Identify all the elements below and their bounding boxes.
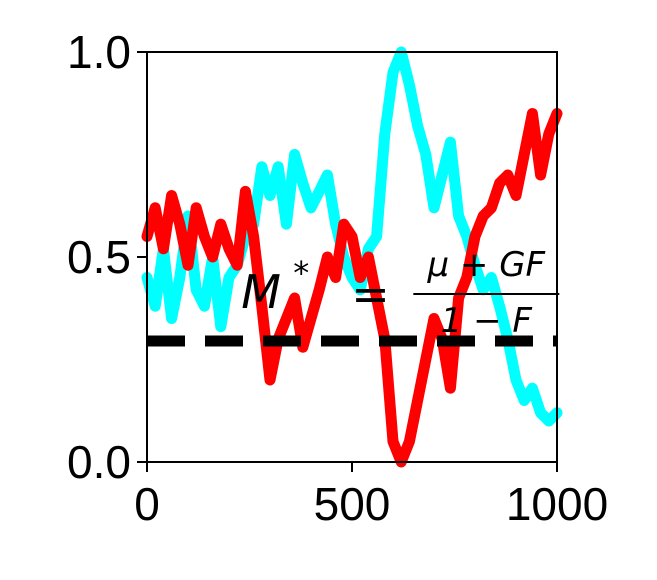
series-line-2: [141, 108, 563, 468]
equation-superscript: *: [293, 254, 309, 292]
equation-numerator: μ + GF: [426, 245, 545, 285]
series-lines: [141, 46, 563, 468]
equation-equals: =: [351, 267, 390, 321]
series-line-1: [141, 46, 563, 427]
equation-annotation: M * = μ + GF 1 − F: [241, 245, 560, 341]
equation-lhs: M: [241, 265, 281, 319]
y-axis: 0.0 0.5 1.0: [67, 26, 147, 488]
y-tick-label: 0.5: [67, 231, 131, 283]
y-tick-label: 1.0: [67, 26, 131, 78]
x-tick-label: 1000: [506, 478, 608, 530]
y-tick-label: 0.0: [67, 436, 131, 488]
equation-denominator: 1 − F: [441, 301, 533, 341]
x-axis: 0 500 1000: [134, 462, 608, 530]
x-tick-label: 0: [134, 478, 160, 530]
x-tick-label: 500: [314, 478, 391, 530]
